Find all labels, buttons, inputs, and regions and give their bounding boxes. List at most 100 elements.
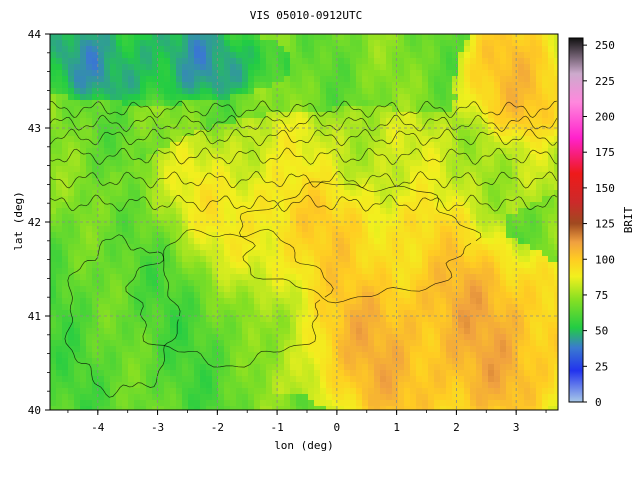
field-cell [308,172,315,179]
field-cell [92,40,99,47]
field-cell [176,82,183,89]
field-cell [86,394,93,401]
field-cell [488,406,495,410]
field-cell [284,340,291,347]
field-cell [134,76,141,83]
field-cell [380,226,387,233]
field-cell [326,112,333,119]
field-cell [122,286,129,293]
field-cell [428,178,435,185]
field-cell [332,52,339,59]
field-cell [128,118,135,125]
field-cell [314,112,321,119]
field-cell [374,88,381,95]
field-cell [266,106,273,113]
field-cell [422,82,429,89]
field-cell [98,394,105,401]
field-cell [350,88,357,95]
field-cell [428,376,435,383]
field-cell [386,34,393,41]
field-cell [170,364,177,371]
field-cell [116,34,123,41]
field-cell [134,298,141,305]
field-cell [296,226,303,233]
field-cell [434,76,441,83]
field-cell [230,298,237,305]
field-cell [254,214,261,221]
field-cell [344,232,351,239]
field-cell [518,304,525,311]
field-cell [200,304,207,311]
field-cell [110,64,117,71]
field-cell [278,82,285,89]
field-cell [464,76,471,83]
field-cell [458,82,465,89]
field-cell [278,310,285,317]
field-cell [104,280,111,287]
field-cell [188,376,195,383]
field-cell [314,358,321,365]
field-cell [56,388,63,395]
field-cell [500,46,507,53]
field-cell [158,178,165,185]
field-cell [302,238,309,245]
field-cell [356,64,363,71]
field-cell [494,346,501,353]
field-cell [524,88,531,95]
field-cell [380,148,387,155]
field-cell [68,292,75,299]
field-cell [290,304,297,311]
field-cell [56,352,63,359]
field-cell [266,406,273,410]
field-cell [146,94,153,101]
field-cell [374,226,381,233]
field-cell [374,262,381,269]
field-cell [344,142,351,149]
field-cell [410,394,417,401]
field-cell [110,226,117,233]
field-cell [338,388,345,395]
field-cell [272,220,279,227]
field-cell [338,196,345,203]
field-cell [446,58,453,65]
field-cell [512,358,519,365]
field-cell [122,316,129,323]
field-cell [278,292,285,299]
field-cell [350,172,357,179]
field-cell [110,310,117,317]
field-cell [212,106,219,113]
field-cell [326,166,333,173]
field-cell [128,184,135,191]
field-cell [482,292,489,299]
field-cell [392,178,399,185]
field-cell [56,316,63,323]
field-cell [422,196,429,203]
field-cell [134,226,141,233]
field-cell [506,124,513,131]
field-cell [386,388,393,395]
field-cell [314,268,321,275]
field-cell [362,352,369,359]
field-cell [422,340,429,347]
field-cell [218,226,225,233]
field-cell [410,202,417,209]
field-cell [470,154,477,161]
field-cell [56,310,63,317]
field-cell [122,406,129,410]
field-cell [98,334,105,341]
field-cell [434,352,441,359]
field-cell [416,154,423,161]
field-cell [422,220,429,227]
field-cell [470,34,477,41]
field-cell [230,76,237,83]
field-cell [254,280,261,287]
field-cell [482,226,489,233]
field-cell [110,94,117,101]
field-cell [344,406,351,410]
field-cell [104,388,111,395]
field-cell [344,94,351,101]
field-cell [326,286,333,293]
field-cell [236,130,243,137]
field-cell [146,178,153,185]
field-cell [68,202,75,209]
